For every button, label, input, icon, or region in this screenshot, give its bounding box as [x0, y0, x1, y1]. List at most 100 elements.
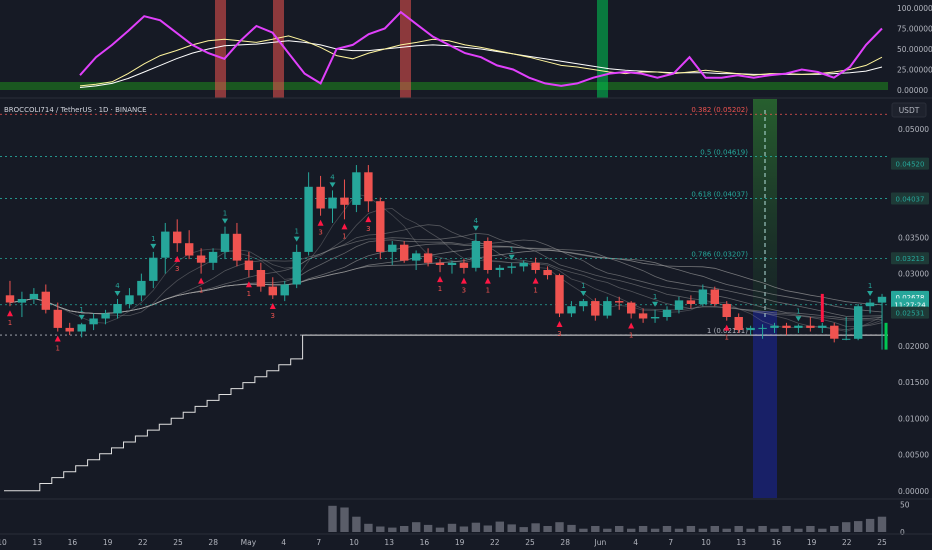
- count-label: 1: [294, 228, 298, 236]
- candle-body: [579, 301, 588, 307]
- buy-triangle-marker: [580, 290, 587, 296]
- candle-body: [125, 295, 134, 304]
- volume-bar: [734, 526, 743, 532]
- volume-bar: [746, 528, 755, 532]
- main-pane-bg: [0, 99, 888, 499]
- count-label: 3: [557, 330, 561, 338]
- volume-bar: [854, 521, 863, 532]
- candle-body: [615, 301, 624, 303]
- buy-triangle-marker: [472, 225, 479, 231]
- time-tick-label: 13: [736, 538, 746, 547]
- buy-triangle-marker: [293, 236, 300, 242]
- candle-body: [17, 299, 27, 303]
- candlesticks[interactable]: [5, 165, 887, 350]
- price-tag-label: 0.02531: [896, 310, 925, 318]
- count-label: 3: [271, 312, 275, 320]
- time-tick-label: 25: [525, 538, 535, 547]
- candle-body: [77, 324, 86, 332]
- candle-body: [388, 244, 397, 252]
- candle-body: [507, 266, 516, 268]
- price-tick-label: 0.05000: [898, 125, 929, 134]
- candle-body: [471, 241, 481, 268]
- buy-triangle-marker: [329, 182, 336, 188]
- candle-body: [412, 253, 421, 261]
- currency-badge[interactable]: USDT: [891, 102, 927, 118]
- candle-body: [101, 313, 110, 319]
- price-tag-label: 0.02678: [896, 294, 925, 302]
- volume-bar: [615, 526, 624, 532]
- price-axis[interactable]: 0.050000.045000.040000.035000.030000.025…: [888, 99, 932, 499]
- candle-body: [674, 300, 684, 310]
- volume-bar: [794, 528, 803, 532]
- time-tick-label: 22: [842, 538, 852, 547]
- time-tick-label: 25: [173, 538, 183, 547]
- buy-triangle-marker: [222, 218, 228, 224]
- oscillator-axis: 100.00000 75.00000 50.00000 25.00000 0.00000: [897, 4, 932, 95]
- fib-label-3: 0.786 (0.03207): [691, 251, 748, 259]
- volume-bar: [877, 516, 887, 532]
- volume-bar: [388, 527, 397, 532]
- time-tick-label: 7: [316, 538, 321, 547]
- candle-body: [758, 327, 767, 329]
- price-tick-label: 0.03000: [898, 270, 929, 279]
- sell-triangle-marker: [365, 216, 372, 223]
- oscillator-highlight-3: [597, 0, 608, 98]
- signal-markers: 1 1 1 4 1 3 1 1 1 3 1 3 4 1 3 1 3 4 1 1 1 3 1 1 1 1 1 1: [6, 173, 888, 353]
- fib-label-1: 0.5 (0.04619): [700, 148, 748, 156]
- symbol-label[interactable]: BROCCOLI714 / TetherUS · 1D · BINANCE: [4, 106, 147, 114]
- volume-bar: [352, 516, 361, 532]
- main-grid: [0, 99, 888, 499]
- buy-triangle-marker: [508, 254, 515, 260]
- volume-bar: [638, 526, 648, 532]
- count-label: 1: [247, 290, 251, 298]
- time-axis[interactable]: 10 13 16 19 22 25 28 May 4 7 10 13 16 19 22 25 28 Jun 4 7 10…: [0, 533, 932, 547]
- volume-bar: [400, 526, 409, 532]
- volume-bar: [627, 528, 636, 532]
- volume-bar: [865, 518, 875, 532]
- candle-body: [555, 275, 564, 314]
- volume-bar: [423, 524, 433, 532]
- price-tag-label: 11:27:24: [894, 301, 926, 309]
- candle-body: [352, 172, 361, 205]
- time-tick-label: 4: [281, 538, 286, 547]
- candle-body: [137, 280, 146, 296]
- buy-triangle-marker: [867, 290, 874, 296]
- candle-body: [292, 251, 301, 285]
- candle-body: [734, 317, 743, 330]
- count-label: 1: [629, 331, 633, 339]
- oscillator-pane[interactable]: [0, 0, 932, 99]
- volume-bar: [412, 522, 421, 532]
- price-tag-bg: [891, 252, 929, 265]
- candle-body: [865, 302, 875, 307]
- candle-body: [483, 241, 492, 270]
- trailing-stop-line: [4, 334, 888, 492]
- sell-triangle-marker: [723, 324, 730, 331]
- candle-body: [447, 262, 457, 265]
- candle-body: [531, 262, 540, 270]
- volume-bar: [842, 522, 851, 532]
- candle-body: [161, 231, 170, 258]
- volume-bar: [698, 528, 708, 532]
- candle-body: [423, 253, 433, 263]
- volume-bar: [722, 528, 731, 532]
- candle-body: [173, 231, 182, 244]
- volume-bar: [447, 523, 457, 532]
- time-tick-label: 16: [68, 538, 78, 547]
- ma-line-35: [9, 249, 883, 314]
- time-tick-label: 22: [138, 538, 148, 547]
- time-tick-label: 25: [877, 538, 887, 547]
- candle-body: [662, 309, 672, 317]
- candle-body: [29, 293, 39, 299]
- volume-bar: [483, 525, 492, 532]
- price-tag-bg: [891, 306, 929, 319]
- volume-bar: [435, 527, 445, 532]
- candle-body: [770, 325, 779, 328]
- sell-triangle-marker: [628, 322, 635, 329]
- volume-tick-label: 50: [900, 501, 910, 510]
- volume-bar: [567, 524, 576, 532]
- price-tick-label: 0.01000: [898, 414, 929, 423]
- count-label: 1: [151, 235, 155, 243]
- currency-label: USDT: [899, 106, 920, 115]
- count-label: 1: [8, 319, 12, 327]
